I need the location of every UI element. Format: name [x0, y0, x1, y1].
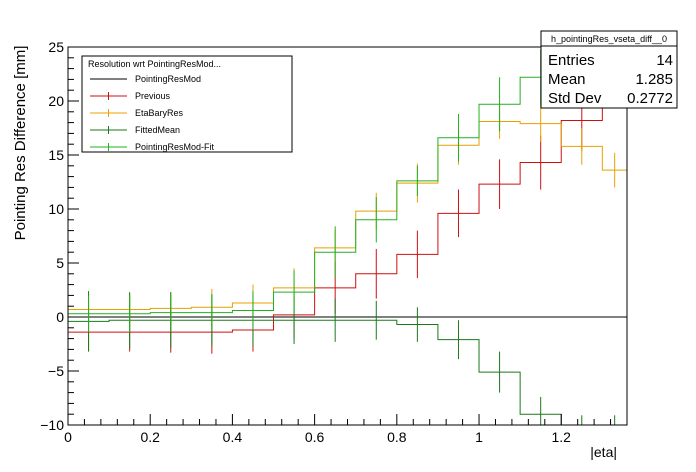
histogram-step: [68, 72, 627, 333]
x-tick-label: 0.4: [223, 429, 243, 445]
legend-entry-label: EtaBaryRes: [135, 108, 184, 118]
y-tick-label: 15: [48, 147, 64, 163]
y-tick-label: 25: [48, 39, 64, 55]
stats-box-frame: [540, 30, 678, 109]
legend-entry-label: Previous: [135, 91, 171, 101]
legend-entry-label: PointingResMod: [135, 74, 201, 84]
histogram-step: [68, 121, 627, 310]
y-tick-label: 5: [56, 255, 64, 271]
y-tick-label: 20: [48, 93, 64, 109]
stats-row-label: Mean: [548, 71, 586, 88]
stats-row-value: 14: [656, 52, 673, 69]
y-tick-label: −10: [40, 417, 64, 433]
stats-title: h_pointingRes_vseta_diff__0: [551, 34, 667, 44]
legend-entry-label: PointingResMod-Fit: [135, 142, 215, 152]
stats-box: h_pointingRes_vseta_diff__0 Entries 14 Mean…: [540, 30, 678, 109]
plot-area: [68, 47, 627, 426]
x-axis-label: |eta|: [590, 444, 617, 460]
legend: Resolution wrt PointingResMod... Pointing…: [81, 55, 293, 153]
y-tick-label: 0: [56, 309, 64, 325]
stats-row-value: 0.2772: [627, 90, 673, 107]
x-tick-label: 0.6: [305, 429, 325, 445]
axes: 0 0.2 0.4 0.6 0.8 1 1.2 −10 −5 0 5 10 15 20 25: [40, 39, 628, 445]
y-axis-label: Pointing Res Difference [mm]: [12, 46, 29, 241]
stats-row-label: Std Dev: [548, 90, 602, 107]
stats-row-label: Entries: [548, 52, 595, 69]
histogram-step: [68, 65, 627, 315]
x-tick-label: 0.8: [387, 429, 407, 445]
legend-header: Resolution wrt PointingResMod...: [88, 59, 221, 69]
legend-box: [81, 55, 293, 153]
x-tick-label: 1: [475, 429, 483, 445]
stats-row-value: 1.285: [635, 71, 673, 88]
y-tick-label: −5: [48, 363, 64, 379]
y-tick-label: 10: [48, 201, 64, 217]
histogram-step: [68, 319, 627, 426]
x-tick-label: 0.2: [140, 429, 160, 445]
x-tick-label: 1.2: [552, 429, 572, 445]
legend-entry-label: FittedMean: [135, 125, 180, 135]
x-tick-label: 0: [64, 429, 72, 445]
